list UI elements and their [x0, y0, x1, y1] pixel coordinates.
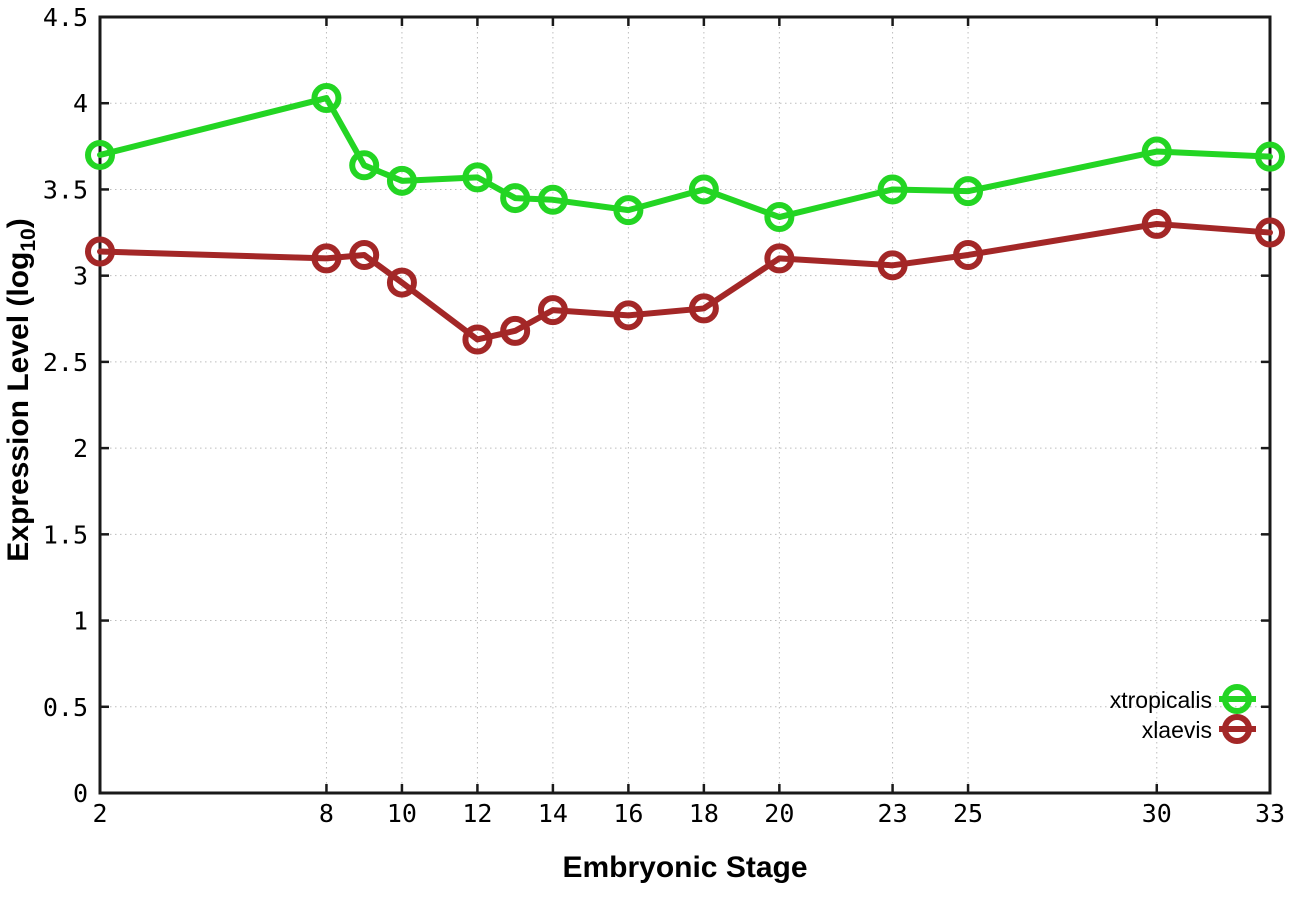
data-point-xtropicalis-stage-33	[1255, 141, 1285, 172]
y-axis-title-text: Expression Level (log	[2, 251, 35, 562]
x-tick-label: 23	[878, 799, 908, 828]
y-tick-label: 0.5	[43, 693, 88, 722]
x-tick-label: 16	[613, 799, 643, 828]
y-tick-label: 0	[73, 779, 88, 808]
x-tick-label: 30	[1142, 799, 1172, 828]
data-point-xlaevis-stage-23	[877, 250, 908, 281]
data-point-xtropicalis-stage-8	[311, 83, 342, 114]
data-point-xtropicalis-stage-30	[1141, 136, 1172, 167]
y-axis-title: Expression Level (log10)	[2, 218, 44, 562]
x-tick-label: 20	[764, 799, 794, 828]
x-tick-label: 33	[1255, 799, 1285, 828]
data-point-xlaevis-stage-10	[386, 267, 417, 298]
data-point-xlaevis-stage-25	[953, 239, 984, 270]
data-point-xtropicalis-stage-13	[500, 183, 531, 214]
x-tick-label: 25	[953, 799, 983, 828]
data-point-xlaevis-stage-33	[1255, 217, 1285, 248]
data-point-xlaevis-stage-13	[500, 315, 531, 346]
data-point-xtropicalis-stage-2	[85, 139, 115, 170]
y-tick-label: 4	[73, 89, 88, 118]
legend-label-xtropicalis: xtropicalis	[1109, 687, 1212, 713]
data-point-xtropicalis-stage-16	[613, 195, 644, 226]
y-axis-title-subscript: 10	[17, 228, 40, 252]
y-tick-label: 1	[73, 607, 88, 636]
x-tick-label: 14	[538, 799, 568, 828]
x-tick-label: 18	[689, 799, 719, 828]
x-axis-title: Embryonic Stage	[562, 851, 808, 884]
y-tick-label: 1.5	[43, 520, 88, 549]
series-line-xlaevis	[97, 220, 1273, 343]
data-point-xtropicalis-stage-18	[688, 174, 719, 205]
y-tick-label: 3	[73, 262, 88, 291]
data-point-xlaevis-stage-8	[311, 243, 342, 274]
x-tick-label: 2	[92, 799, 107, 828]
legend-sample-marker-xlaevis	[1222, 714, 1252, 744]
data-point-xlaevis-stage-16	[613, 300, 644, 331]
data-point-xlaevis-stage-2	[85, 236, 115, 267]
y-tick-label: 2.5	[43, 348, 88, 377]
x-tick-label: 8	[319, 799, 334, 828]
y-tick-label: 2	[73, 434, 88, 463]
data-point-xlaevis-stage-14	[537, 295, 568, 326]
data-point-xlaevis-stage-30	[1141, 208, 1172, 239]
data-point-xlaevis-stage-12	[462, 324, 493, 355]
data-point-xtropicalis-stage-10	[386, 165, 417, 196]
data-point-xtropicalis-stage-9	[349, 150, 380, 181]
y-tick-label: 4.5	[43, 3, 88, 32]
data-point-xlaevis-stage-9	[349, 239, 380, 270]
plot-border	[98, 15, 1272, 795]
data-point-xtropicalis-stage-25	[953, 176, 984, 207]
series-line-xtropicalis	[97, 95, 1273, 221]
data-point-xtropicalis-stage-14	[537, 184, 568, 215]
data-point-xtropicalis-stage-23	[877, 174, 908, 205]
data-point-xtropicalis-stage-20	[764, 202, 795, 233]
data-point-xlaevis-stage-20	[764, 243, 795, 274]
x-tick-label: 12	[462, 799, 492, 828]
data-point-xlaevis-stage-18	[688, 293, 719, 324]
x-tick-label: 10	[387, 799, 417, 828]
legend-sample-marker-xtropicalis	[1222, 684, 1252, 714]
y-axis-title-close: )	[2, 218, 35, 229]
legend-label-xlaevis: xlaevis	[1141, 717, 1212, 743]
y-tick-label: 3.5	[43, 175, 88, 204]
data-point-xtropicalis-stage-12	[462, 162, 493, 193]
